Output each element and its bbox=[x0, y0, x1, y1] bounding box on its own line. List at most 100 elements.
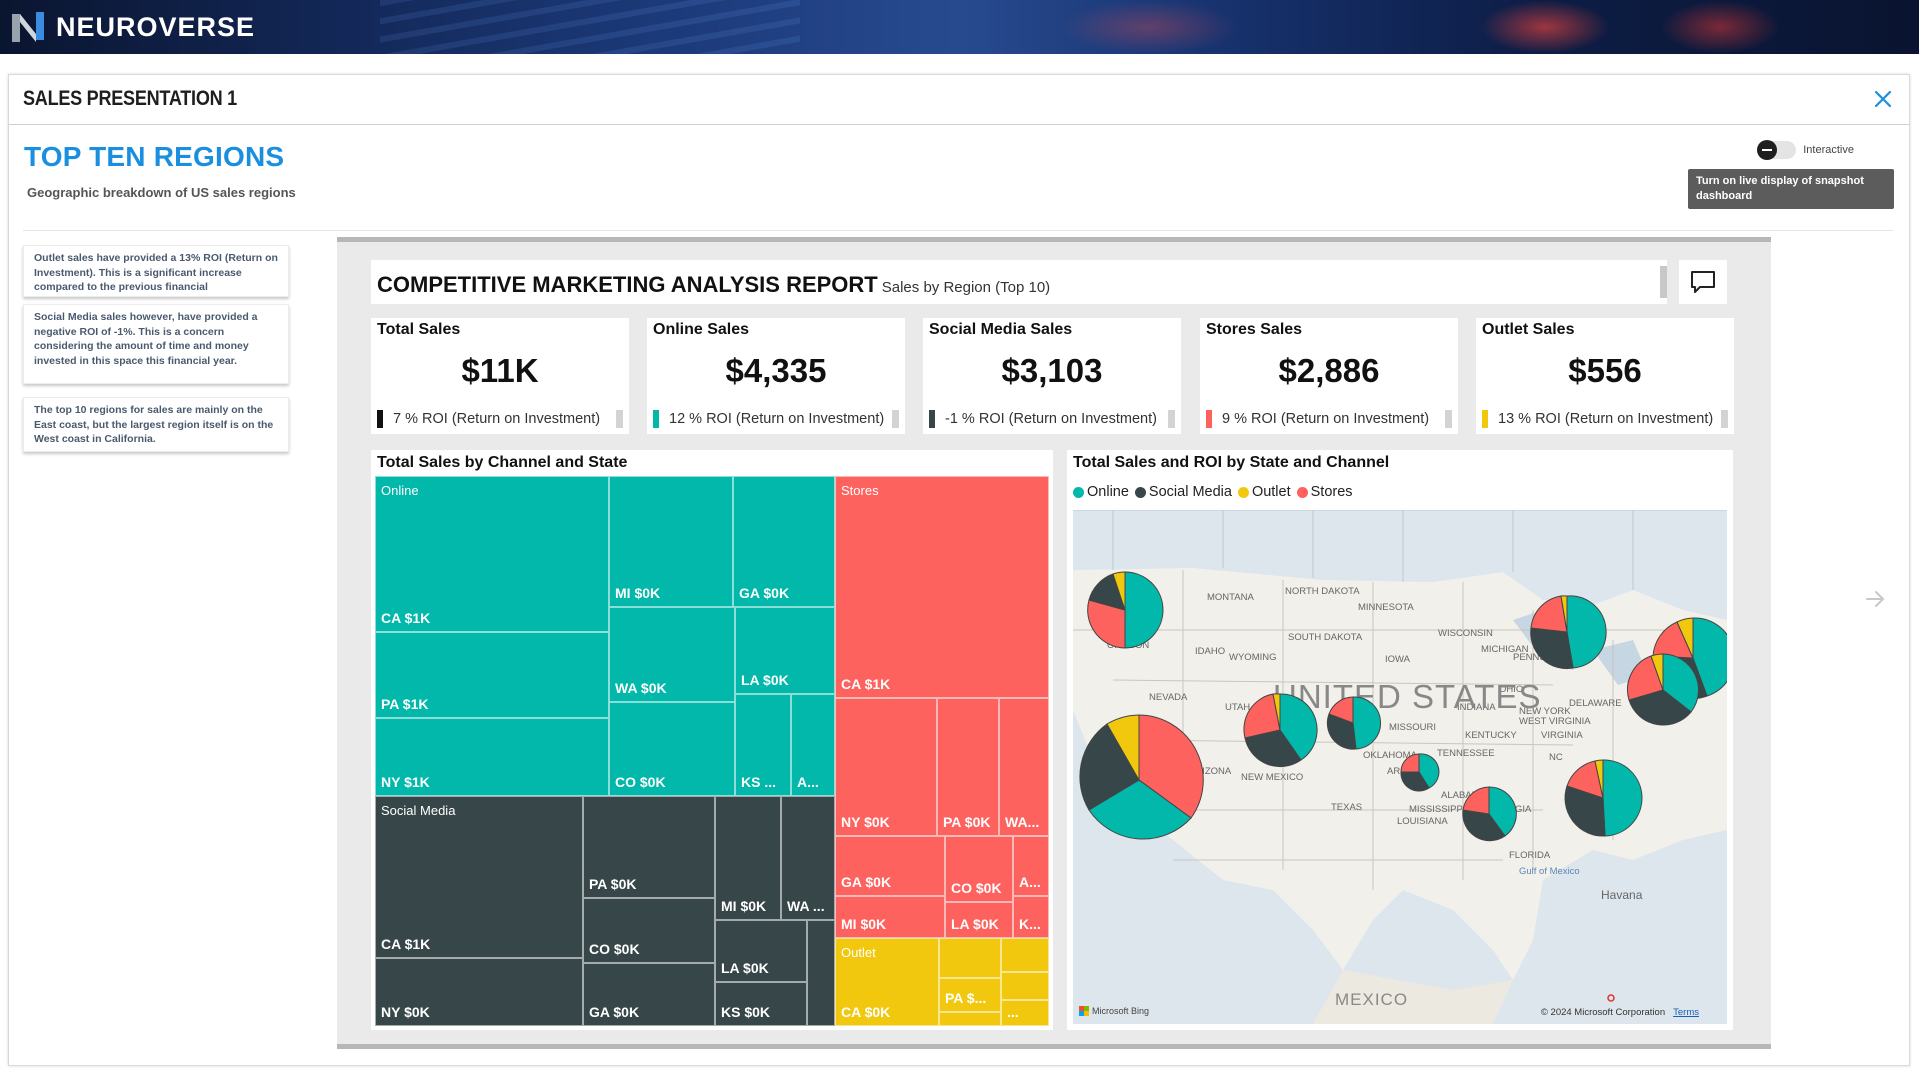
close-icon[interactable] bbox=[1871, 87, 1895, 111]
scrollbar[interactable] bbox=[1445, 410, 1452, 428]
treemap-cell-label: CO $0K bbox=[589, 941, 640, 957]
treemap-cell[interactable]: NY $1K bbox=[375, 718, 609, 796]
kpi-value: $4,335 bbox=[725, 352, 827, 389]
treemap-group-label: Outlet bbox=[841, 945, 876, 960]
treemap-cell[interactable]: PA $0K bbox=[583, 796, 715, 898]
map-label: OKLAHOMA bbox=[1363, 750, 1417, 761]
kpi-card-online-sales[interactable]: Online Sales $4,335 12 % ROI (Return on … bbox=[647, 318, 905, 434]
note-card[interactable]: Outlet sales have provided a 13% ROI (Re… bbox=[23, 245, 289, 297]
treemap-cell[interactable]: Online CA $1K bbox=[375, 476, 609, 632]
scrollbar[interactable] bbox=[1660, 266, 1667, 298]
treemap-cell[interactable]: Stores CA $1K bbox=[835, 476, 1049, 698]
report-header: COMPETITIVE MARKETING ANALYSIS REPORT Sal… bbox=[371, 260, 1667, 304]
treemap-cell-label: PA $0K bbox=[943, 814, 991, 830]
treemap-group-label: Online bbox=[381, 483, 419, 498]
kpi-card-stores-sales[interactable]: Stores Sales $2,886 9 % ROI (Return on I… bbox=[1200, 318, 1458, 434]
map-label: ALABAMA bbox=[1441, 790, 1486, 801]
treemap-cell-label: PA $0K bbox=[589, 876, 637, 892]
kpi-roi: 7 % ROI (Return on Investment) bbox=[377, 410, 600, 428]
treemap-cell[interactable]: MI $0K bbox=[715, 796, 781, 920]
treemap-cell[interactable]: A... bbox=[1013, 836, 1049, 896]
treemap-cell[interactable]: ... bbox=[1001, 1000, 1049, 1026]
map-label: MINNESOTA bbox=[1358, 602, 1414, 613]
scrollbar[interactable] bbox=[1168, 410, 1175, 428]
page-title: SALES PRESENTATION 1 bbox=[23, 87, 237, 110]
treemap-cell-label: GA $0K bbox=[739, 585, 790, 601]
note-card[interactable]: The top 10 regions for sales are mainly … bbox=[23, 397, 289, 452]
legend-label: Online bbox=[1087, 484, 1129, 500]
treemap-cell[interactable]: WA $0K bbox=[609, 607, 735, 702]
map-label: COLORADO bbox=[1251, 715, 1306, 726]
treemap-cell[interactable]: CO $0K bbox=[945, 836, 1013, 902]
map-label: MEXICO bbox=[1335, 990, 1409, 1009]
kpi-card-outlet-sales[interactable]: Outlet Sales $556 13 % ROI (Return on In… bbox=[1476, 318, 1734, 434]
terms-link[interactable]: Terms bbox=[1673, 1007, 1699, 1018]
treemap-cell[interactable]: GA $0K bbox=[733, 476, 835, 607]
legend-item-outlet[interactable]: Outlet bbox=[1237, 484, 1291, 500]
note-card[interactable]: Social Media sales however, have provide… bbox=[23, 304, 289, 384]
treemap-cell[interactable]: PA $1K bbox=[375, 632, 609, 718]
treemap-cell[interactable]: GA $0K bbox=[583, 963, 715, 1026]
treemap-cell[interactable]: LA $0K bbox=[715, 920, 807, 982]
treemap-cell[interactable]: CO $0K bbox=[609, 702, 735, 796]
legend-item-social-media[interactable]: Social Media bbox=[1134, 484, 1232, 500]
treemap-cell[interactable]: A... bbox=[791, 694, 835, 796]
kpi-label: Online Sales bbox=[653, 321, 750, 338]
treemap-cell[interactable]: PA $... bbox=[939, 978, 1001, 1012]
toggle-switch[interactable] bbox=[1757, 140, 1797, 160]
map-label: WYOMING bbox=[1229, 652, 1277, 663]
map-title: Total Sales and ROI by State and Channel bbox=[1073, 454, 1390, 471]
scrollbar[interactable] bbox=[616, 410, 623, 428]
treemap-cell[interactable]: Social Media CA $1K bbox=[375, 796, 583, 958]
treemap-cell[interactable]: PA $0K bbox=[937, 698, 999, 836]
map-legend: Online Social Media Outlet Stores bbox=[1073, 484, 1353, 500]
map-label: IOWA bbox=[1385, 654, 1410, 665]
map-label: LOUISIANA bbox=[1397, 816, 1448, 827]
treemap-cell[interactable]: GA $0K bbox=[835, 836, 945, 896]
treemap-cell[interactable]: KS ... bbox=[735, 694, 791, 796]
treemap-cell[interactable] bbox=[1001, 972, 1049, 1000]
chevron-right-icon[interactable] bbox=[1863, 587, 1887, 611]
treemap-cell[interactable]: WA ... bbox=[781, 796, 835, 920]
brand[interactable]: NEUROVERSE bbox=[10, 8, 255, 46]
treemap-cell[interactable]: NY $0K bbox=[835, 698, 937, 836]
treemap-cell[interactable]: KS $0K bbox=[715, 982, 807, 1026]
treemap-cell-label: ... bbox=[1007, 1004, 1019, 1020]
treemap-cell[interactable]: CO $0K bbox=[583, 898, 715, 963]
treemap-cell[interactable] bbox=[807, 920, 835, 1026]
legend-item-stores[interactable]: Stores bbox=[1296, 484, 1353, 500]
treemap-cell[interactable]: MI $0K bbox=[835, 896, 945, 938]
interactive-toggle[interactable]: Interactive bbox=[1757, 140, 1854, 160]
scrollbar[interactable] bbox=[892, 410, 899, 428]
legend-dot bbox=[1296, 486, 1308, 498]
map-label: WASHINGTON bbox=[1095, 592, 1160, 603]
treemap-cell[interactable]: LA $0K bbox=[735, 607, 835, 694]
map-label: CALIFORNIA bbox=[1113, 746, 1171, 757]
kpi-roi-text: 12 % ROI (Return on Investment) bbox=[669, 411, 885, 427]
treemap-cell-label: GA $0K bbox=[589, 1004, 640, 1020]
toggle-label: Interactive bbox=[1803, 144, 1854, 156]
treemap-cell[interactable] bbox=[1001, 938, 1049, 972]
map-label: KANSAS bbox=[1335, 715, 1374, 726]
treemap-cell[interactable]: K... bbox=[1013, 896, 1049, 938]
legend-item-online[interactable]: Online bbox=[1073, 484, 1129, 500]
roi-swatch bbox=[929, 410, 935, 428]
treemap-cell[interactable]: Outlet CA $0K bbox=[835, 938, 939, 1026]
scrollbar[interactable] bbox=[1721, 410, 1728, 428]
roi-swatch bbox=[1206, 410, 1212, 428]
treemap-cell[interactable]: MI $0K bbox=[609, 476, 733, 607]
treemap-cell[interactable]: WA... bbox=[999, 698, 1049, 836]
map-label: Gulf of Mexico bbox=[1519, 866, 1580, 877]
treemap-cell-label: GA $0K bbox=[841, 874, 892, 890]
kpi-card-total-sales[interactable]: Total Sales $11K 7 % ROI (Return on Inve… bbox=[371, 318, 629, 434]
treemap-cell[interactable]: LA $0K bbox=[945, 902, 1013, 938]
map-provider: Microsoft Bing bbox=[1079, 1006, 1149, 1016]
treemap-cell[interactable]: NY $0K bbox=[375, 958, 583, 1026]
treemap-cell[interactable] bbox=[939, 938, 1001, 978]
map-label: OHIO bbox=[1499, 684, 1524, 695]
map[interactable]: NORTH DAKOTA MONTANA MINNESOTA SOUTH DAK… bbox=[1073, 510, 1727, 1024]
kpi-card-social-media-sales[interactable]: Social Media Sales $3,103 -1 % ROI (Retu… bbox=[923, 318, 1181, 434]
treemap-cell[interactable] bbox=[939, 1012, 1001, 1026]
comment-button[interactable] bbox=[1679, 260, 1727, 304]
treemap-cell-label: CA $1K bbox=[381, 936, 431, 952]
